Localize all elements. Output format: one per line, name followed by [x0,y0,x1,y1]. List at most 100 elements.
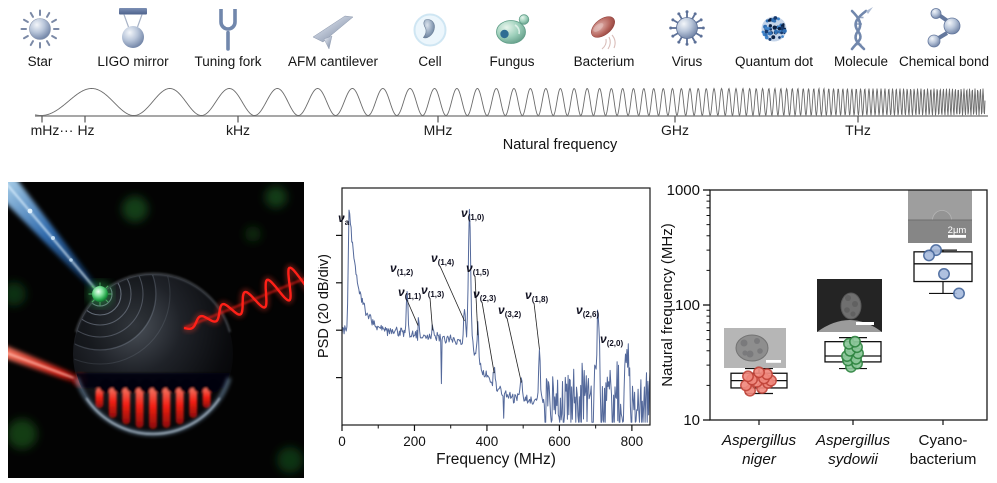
star-icon [20,9,60,49]
y-axis: 10 100 1000 [667,182,710,429]
chemical-bond-icon [927,8,961,48]
category-label: niger [742,451,777,468]
band-item-label: Bacterium [573,54,635,69]
probe-laser-beam [8,182,102,296]
whispering-gallery-stripes [74,373,232,429]
scale-bar [948,235,966,238]
band-item-label: Molecule [833,54,889,69]
data-point [953,287,965,300]
band-item-virus: Virus [627,5,747,69]
band-item-label: Quantum dot [734,54,814,69]
y-tick-label: 10 [683,412,700,429]
microsphere-illustration [8,182,304,478]
x-axis: 0 200 400 600 800 [338,425,643,449]
freq-tick-mhz2: MHz [423,122,453,138]
band-item-label: AFM cantilever [287,54,379,69]
background-microbes [8,186,303,473]
band-item-tuning-fork: Tuning fork [168,5,288,69]
band-item-label: Fungus [489,54,535,69]
data-points [841,335,864,373]
band-item-afm-cantilever: AFM cantilever [273,5,393,69]
peak-label: ν(1,5) [466,261,489,277]
freq-tick-mhz: mHz··· [30,122,74,138]
freq-tick-hz: Hz [77,122,95,138]
natural-frequency-caption: Natural frequency [502,137,618,153]
peak-label: ν(1,3) [421,283,444,299]
plot-frame [341,187,651,426]
data-point [849,335,861,348]
sem-insets: 2μm [724,190,972,368]
band-item-label: Cell [418,54,442,69]
x-tick-label: 800 [621,434,644,449]
category-label: Aspergillus [721,432,797,449]
data-point [753,366,765,379]
category-label: Cyano- [919,432,968,449]
y-tick-label: 1000 [667,182,700,199]
peak-label: ν(1,1) [398,285,421,301]
band-item-label: Tuning fork [194,54,262,69]
scale-bar [856,322,874,325]
quantum-dot-icon [761,16,787,42]
peak-label: νa [338,211,350,227]
pump-laser-beam [8,346,76,383]
category-label: bacterium [910,451,977,468]
chirp-waveform [34,87,988,123]
ligo-mirror-icon [119,8,147,48]
band-item-molecule: Molecule [801,5,921,69]
peak-label: ν(2,6) [576,303,599,319]
natural-frequency-boxplot: 2μm 10 100 1000 Natural frequency (MHz) Asper… [660,182,988,468]
fungus-icon [496,14,530,44]
peak-leader-line [474,275,479,336]
band-item-ligo-mirror: LIGO mirror [73,5,193,69]
inset-image [817,279,882,332]
psd-spectrum-chart: 0 200 400 600 800 Frequency (MHz) PSD (20 dB/d… [318,187,651,468]
peak-label: ν(3,2) [498,303,521,319]
band-item-label: LIGO mirror [97,54,169,69]
sphere-top-rim [75,272,231,333]
data-point [938,268,950,280]
band-item-label: Chemical bond [898,54,990,69]
sphere-bottom-rim [85,397,221,435]
peak-leader-line [439,265,465,322]
inset-image [724,328,786,368]
output-signal-wave [183,264,304,333]
tuning-fork-icon [219,9,237,51]
cell-icon [413,13,447,47]
scale-bar [766,360,781,363]
box-group [913,249,973,295]
band-item-cell: Cell [370,5,490,69]
x-axis-label: Frequency (MHz) [436,451,556,468]
x-tick-label: 400 [476,434,499,449]
x-tick-label: 0 [338,434,346,449]
y-axis-label: PSD (20 dB/div) [318,254,332,358]
band-item-chemical-bond: Chemical bond [884,5,997,69]
category-label: sydowii [828,451,878,468]
peak-label: ν(1,0) [461,206,484,222]
band-item-bacterium: Bacterium [544,5,664,69]
freq-tick-thz: THz [845,122,871,138]
freq-tick-ghz: GHz [661,122,689,138]
band-item-quantum-dot: Quantum dot [714,5,834,69]
y-tick-label: 100 [675,297,700,314]
data-point [742,370,754,383]
psd-trace [341,208,651,423]
peak-label: ν(2,3) [473,287,496,303]
x-tick-label: 200 [403,434,426,449]
x-tick-label: 600 [548,434,571,449]
category-label: Aspergillus [815,432,891,449]
data-points [923,244,965,300]
data-points [740,366,777,397]
peak-leader-line [481,301,495,374]
peak-leader-line [406,299,419,326]
y-axis-label: Natural frequency (MHz) [660,223,676,386]
box [913,251,973,283]
peak-leader-line [533,302,540,350]
peak-leader-line [429,297,433,331]
band-item-star: Star [0,5,100,69]
peak-leader-line [506,317,522,383]
peak-label: ν(1,8) [525,288,548,304]
chirp-path [34,87,986,118]
data-point [923,249,935,262]
peak-label: ν(1,2) [390,261,413,277]
